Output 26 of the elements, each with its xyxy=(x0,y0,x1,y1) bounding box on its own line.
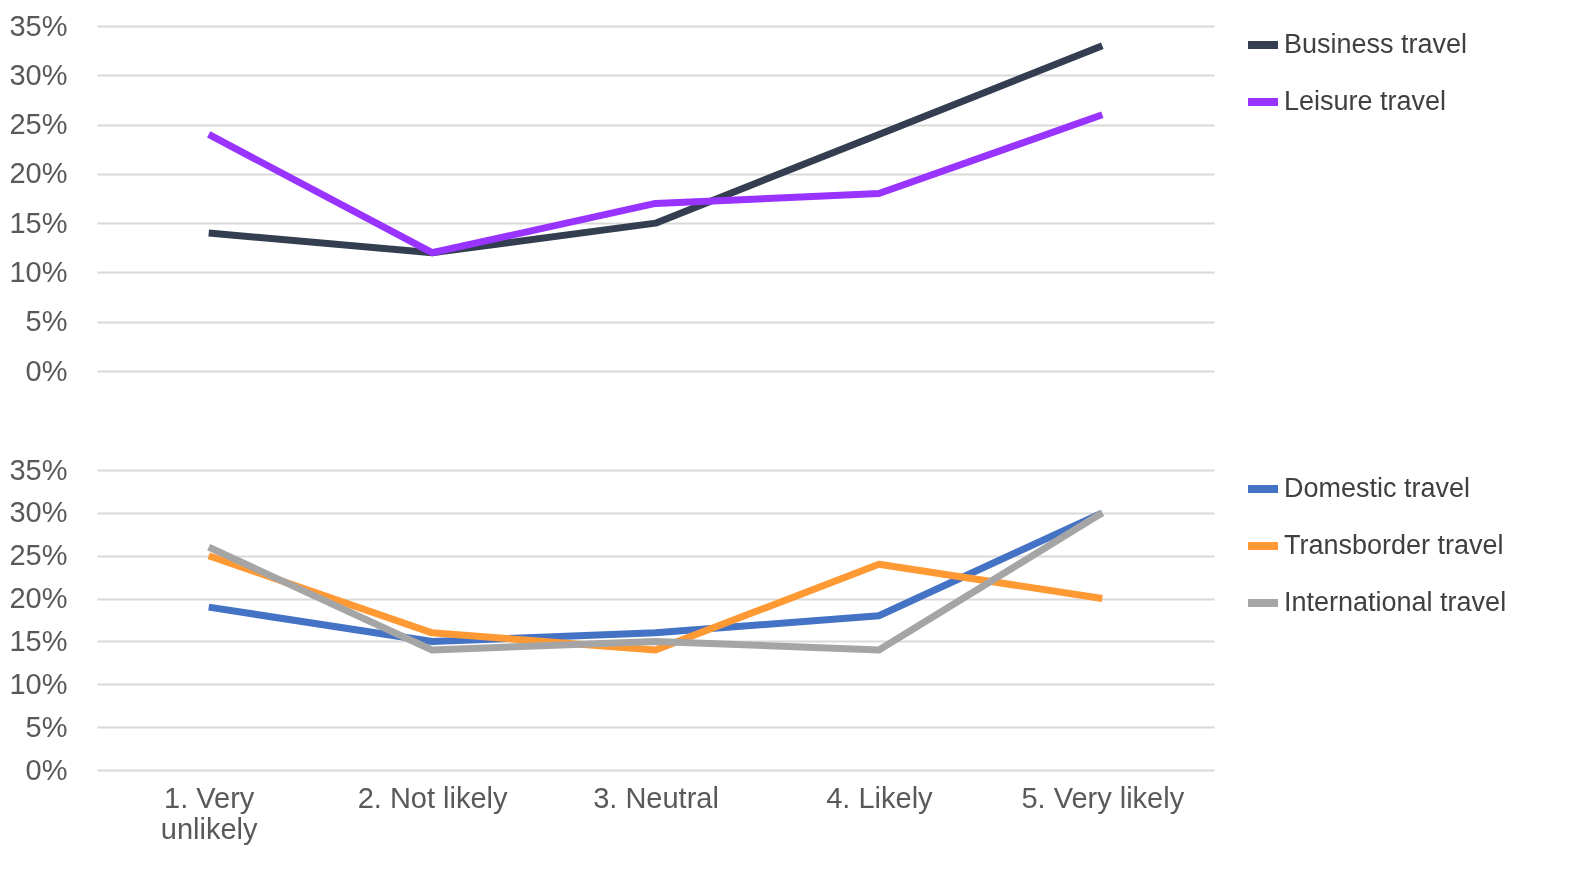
x-tick-label: 4. Likely xyxy=(826,781,934,814)
legend-label: International travel xyxy=(1284,587,1507,617)
y-tick-label: 10% xyxy=(9,667,68,700)
y-tick-label: 0% xyxy=(25,753,68,786)
y-tick-label: 20% xyxy=(9,157,68,190)
y-tick-label: 30% xyxy=(9,496,68,529)
y-tick-label: 10% xyxy=(9,255,68,288)
y-tick-label: 25% xyxy=(9,539,68,572)
y-tick-label: 25% xyxy=(9,108,68,141)
legend-label: Business travel xyxy=(1284,29,1468,59)
legend-label: Leisure travel xyxy=(1284,86,1447,116)
y-tick-label: 35% xyxy=(9,453,68,486)
y-tick-label: 30% xyxy=(9,58,68,91)
y-tick-label: 15% xyxy=(9,206,68,239)
legend-label: Domestic travel xyxy=(1284,473,1471,503)
legend-label: Transborder travel xyxy=(1284,530,1504,560)
y-tick-label: 5% xyxy=(25,710,68,743)
y-tick-label: 15% xyxy=(9,624,68,657)
x-tick-label: 2. Not likely xyxy=(357,781,509,814)
x-tick-label: 3. Neutral xyxy=(593,781,719,814)
y-tick-label: 35% xyxy=(9,9,68,42)
y-tick-label: 0% xyxy=(25,354,68,387)
x-tick-label: 5. Very likely xyxy=(1021,781,1185,814)
y-tick-label: 5% xyxy=(25,305,68,338)
y-tick-label: 20% xyxy=(9,582,68,615)
x-tick-label: 1. Very unlikely xyxy=(160,781,259,845)
